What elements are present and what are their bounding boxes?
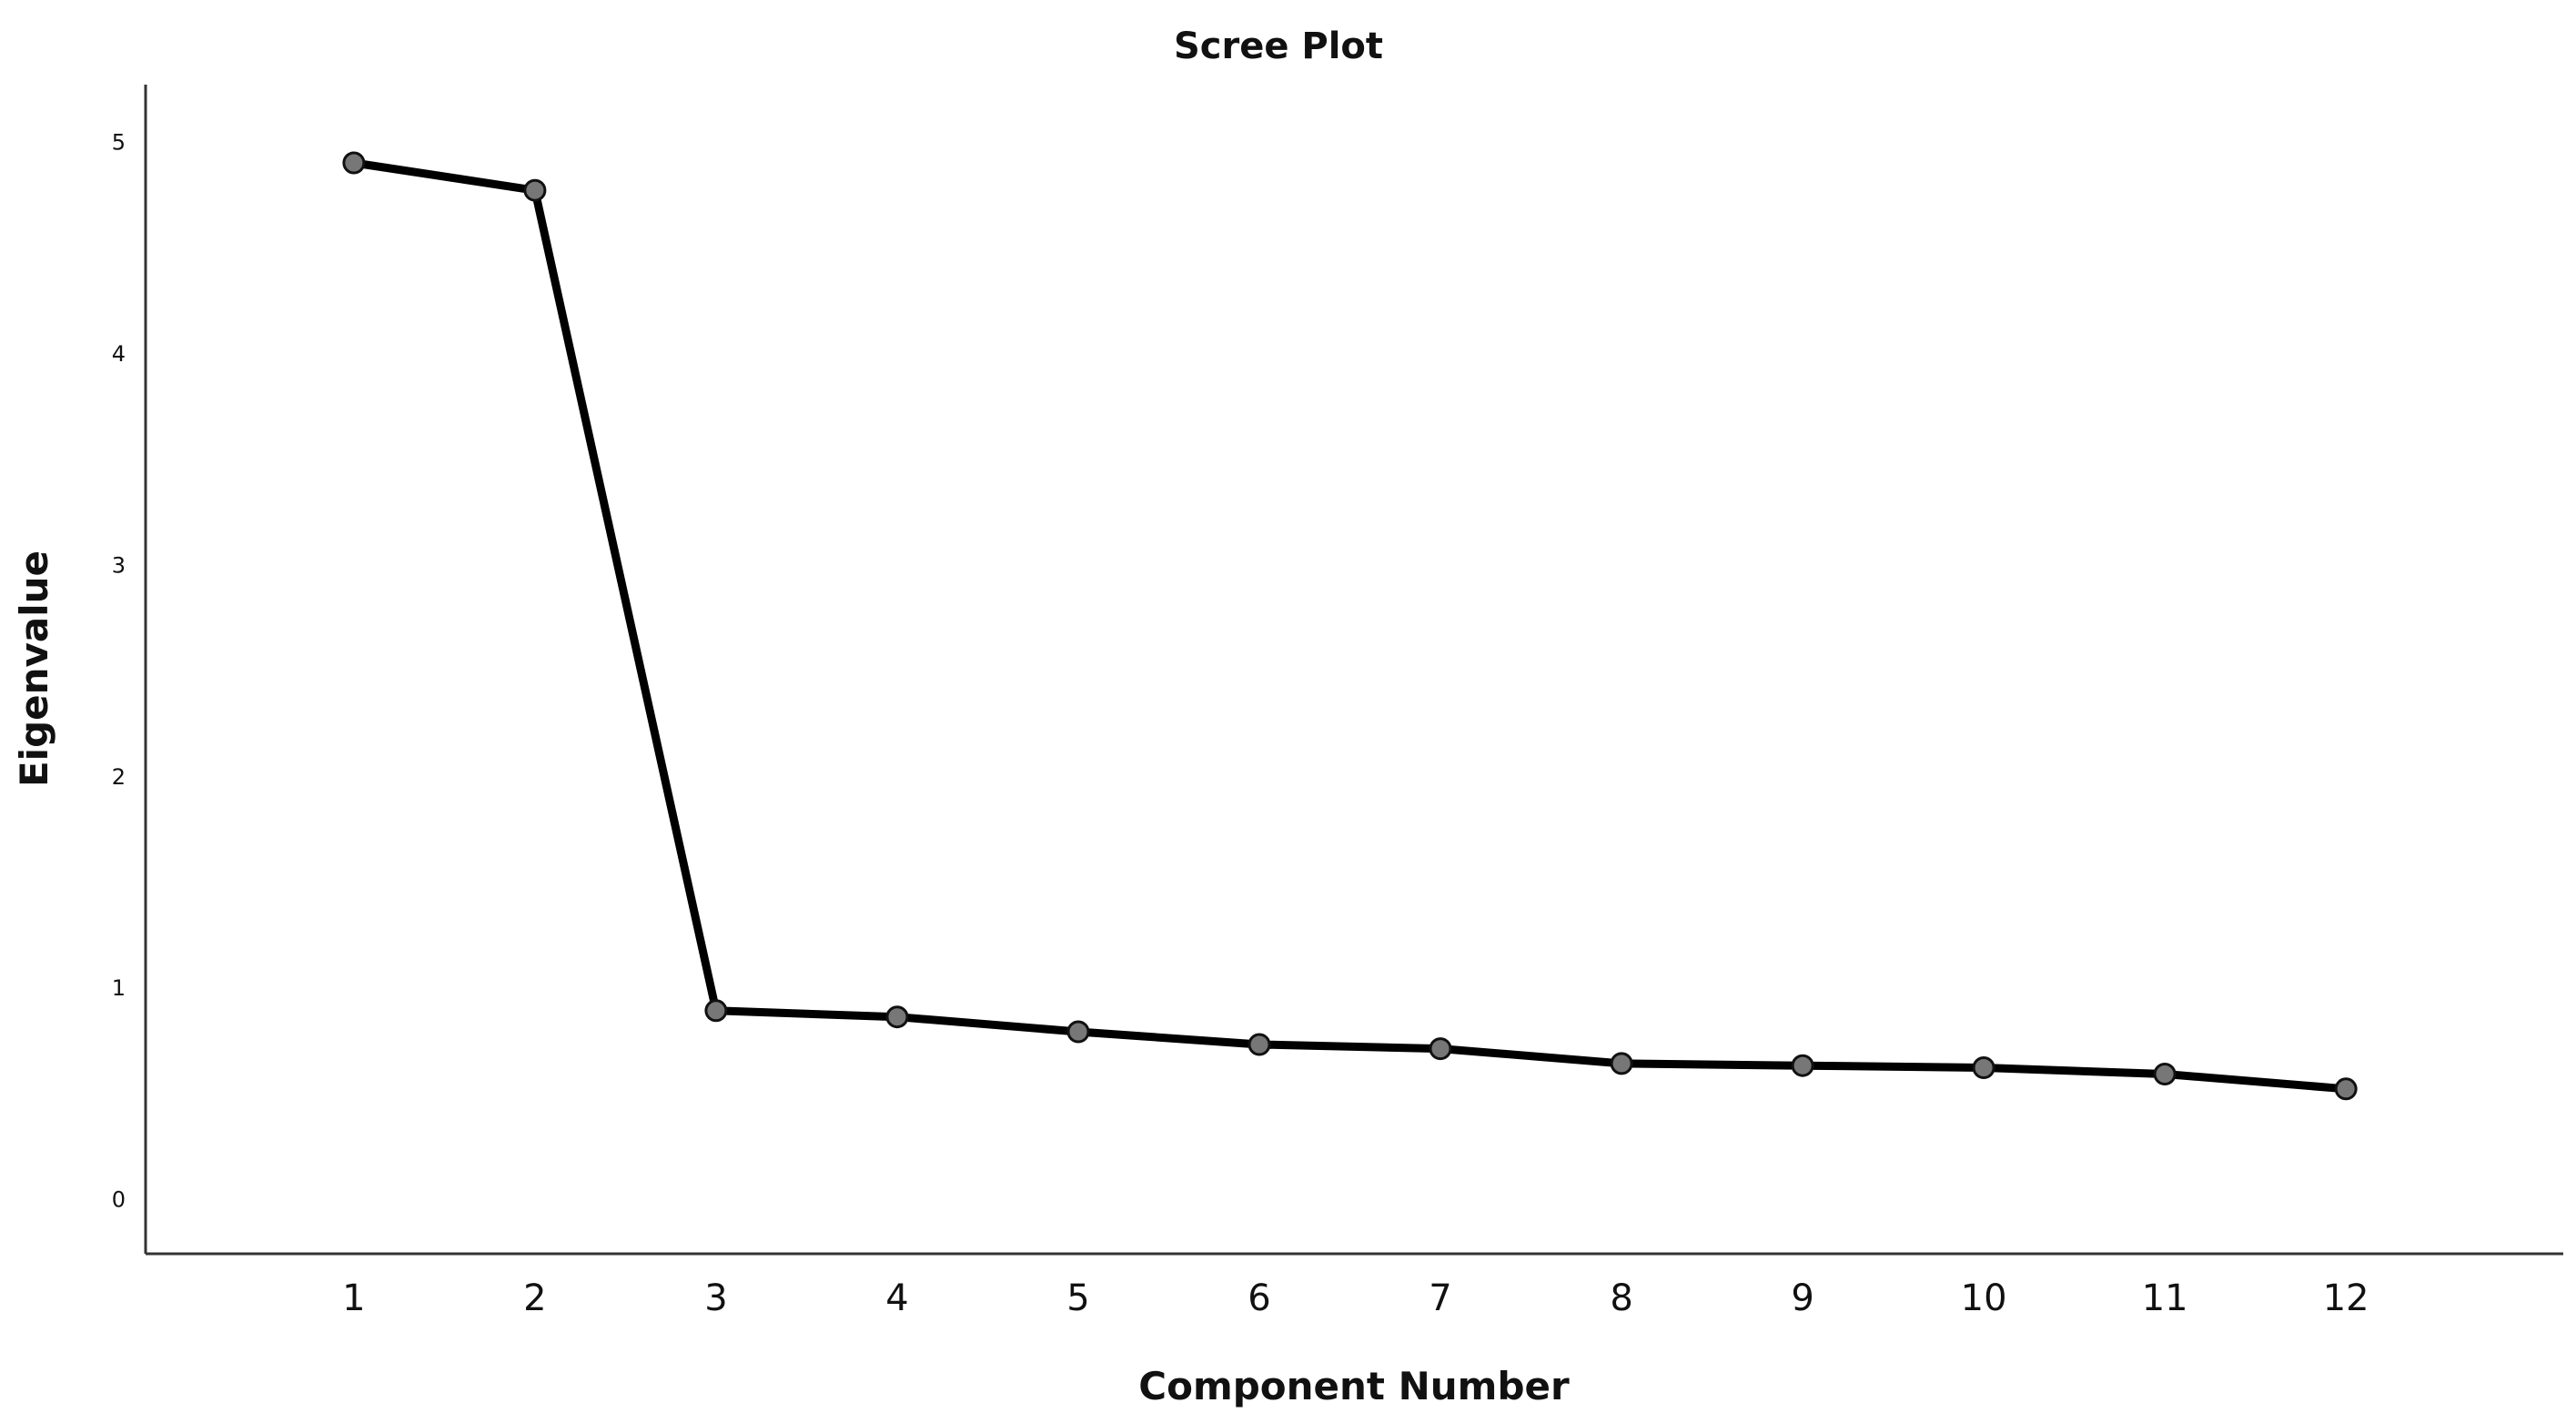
x-tick-label: 4 bbox=[885, 1277, 908, 1319]
x-tick-label: 8 bbox=[1610, 1277, 1632, 1319]
x-tick-label: 12 bbox=[2323, 1277, 2369, 1319]
x-tick-label: 1 bbox=[342, 1277, 365, 1319]
y-tick-label: 2 bbox=[112, 764, 126, 790]
y-tick-label: 3 bbox=[112, 552, 126, 578]
data-point-8 bbox=[1610, 1052, 1633, 1075]
y-tick-labels: 0 1 2 3 4 5 bbox=[112, 130, 126, 1213]
data-point-12 bbox=[2334, 1077, 2358, 1101]
data-point-7 bbox=[1429, 1037, 1452, 1061]
x-tick-labels: 1 2 3 4 5 6 7 8 9 10 11 12 bbox=[342, 1277, 2369, 1319]
y-axis-title: Eigenvalue bbox=[12, 550, 56, 787]
x-tick-label: 9 bbox=[1791, 1277, 1813, 1319]
series-line bbox=[349, 158, 2350, 1094]
data-series bbox=[342, 151, 2358, 1101]
x-tick-label: 5 bbox=[1066, 1277, 1089, 1319]
x-tick-label: 7 bbox=[1429, 1277, 1451, 1319]
y-tick-label: 4 bbox=[112, 341, 126, 367]
axes bbox=[144, 85, 2563, 1256]
x-tick-label: 6 bbox=[1248, 1277, 1270, 1319]
x-tick-label: 2 bbox=[523, 1277, 546, 1319]
x-tick-label: 10 bbox=[1961, 1277, 2007, 1319]
data-point-2 bbox=[523, 178, 547, 202]
chart-title: Scree Plot bbox=[1174, 25, 1383, 67]
y-tick-label: 1 bbox=[112, 975, 126, 1001]
data-point-6 bbox=[1248, 1033, 1271, 1056]
x-axis-title: Component Number bbox=[1138, 1364, 1570, 1408]
data-point-5 bbox=[1066, 1020, 1090, 1044]
data-point-1 bbox=[342, 151, 366, 175]
y-tick-label: 5 bbox=[112, 130, 126, 156]
data-point-11 bbox=[2153, 1063, 2177, 1085]
data-point-3 bbox=[704, 999, 728, 1023]
data-point-9 bbox=[1791, 1054, 1814, 1077]
data-point-10 bbox=[1972, 1056, 1995, 1079]
x-tick-label: 3 bbox=[704, 1277, 727, 1319]
data-point-4 bbox=[885, 1005, 909, 1029]
x-tick-label: 11 bbox=[2142, 1277, 2188, 1319]
y-tick-label: 0 bbox=[112, 1187, 126, 1213]
